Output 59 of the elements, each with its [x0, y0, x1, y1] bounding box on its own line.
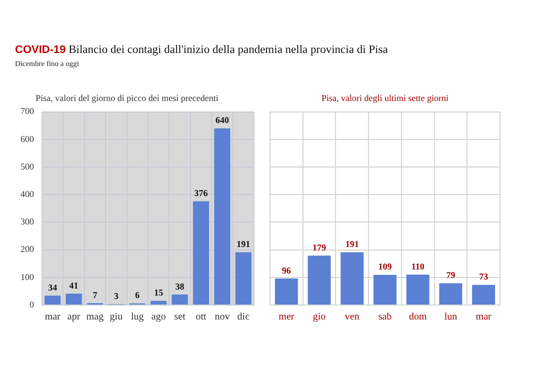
- data-label: 96: [282, 265, 292, 276]
- y-tick-label: 500: [20, 161, 34, 172]
- x-tick-label: nov: [214, 312, 230, 323]
- data-label: 191: [236, 239, 251, 250]
- y-tick-label: 700: [20, 106, 34, 116]
- bar: [214, 128, 230, 304]
- bar: [308, 256, 331, 304]
- data-label: 376: [194, 188, 208, 198]
- data-label: 191: [345, 239, 360, 250]
- data-label: 179: [312, 242, 327, 252]
- x-tick-label: sab: [378, 312, 392, 323]
- y-tick-label: 100: [20, 272, 34, 282]
- text: COVID-19 Bilancio dei contagi dall'inizio della pandemia nella provincia di Pisa: [15, 43, 388, 57]
- x-tick-label: gio: [312, 312, 326, 323]
- x-tick-label: lug: [131, 312, 144, 323]
- x-tick-label: mar: [44, 312, 62, 323]
- data-label: 15: [154, 288, 164, 298]
- x-tick-label: ven: [344, 312, 360, 323]
- bar: [406, 274, 430, 304]
- x-tick-label: ott: [196, 312, 206, 323]
- bar: [150, 300, 167, 304]
- data-label: 73: [479, 272, 489, 282]
- data-label: 110: [411, 261, 425, 272]
- data-label: 79: [446, 270, 456, 280]
- data-label: 34: [48, 282, 58, 292]
- chart-title: Pisa, valori degli ultimi sette giorni: [322, 92, 449, 103]
- bar: [340, 252, 364, 304]
- bar: [439, 283, 462, 304]
- x-tick-label: giu: [110, 312, 123, 323]
- x-tick-label: apr: [67, 312, 81, 323]
- y-tick-label: 300: [20, 216, 34, 227]
- x-tick-label: ago: [151, 312, 166, 323]
- x-tick-label: dic: [237, 312, 250, 323]
- data-label: 109: [378, 262, 392, 272]
- y-tick-label: 400: [20, 188, 34, 199]
- bar: [66, 294, 82, 304]
- data-label: 6: [135, 290, 140, 300]
- y-tick-label: 0: [30, 299, 34, 310]
- x-tick-label: dom: [408, 312, 427, 323]
- data-label: 3: [114, 291, 119, 301]
- data-label: 640: [215, 115, 230, 126]
- bar: [472, 284, 496, 304]
- data-label: 38: [175, 281, 185, 292]
- data-label: 41: [69, 280, 79, 291]
- x-tick-label: mer: [278, 312, 295, 323]
- bar: [274, 278, 298, 304]
- x-tick-label: mar: [476, 312, 492, 323]
- y-tick-label: 200: [20, 244, 34, 254]
- x-tick-label: mag: [86, 312, 104, 323]
- bar: [192, 201, 210, 304]
- y-tick-label: 600: [20, 134, 34, 144]
- chart-title: Pisa, valori del giorno di picco dei mesi precedenti: [36, 92, 219, 103]
- bar: [172, 294, 188, 304]
- bar: [235, 252, 252, 304]
- x-tick-label: set: [174, 312, 186, 323]
- bar: [44, 296, 61, 304]
- data-label: 7: [92, 290, 98, 300]
- bar: [374, 274, 396, 304]
- x-tick-label: lun: [444, 312, 458, 323]
